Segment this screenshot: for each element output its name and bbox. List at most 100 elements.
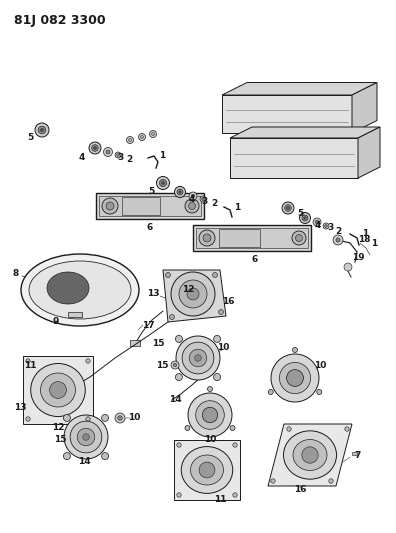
Bar [222,95,352,133]
Ellipse shape [284,431,337,479]
Circle shape [299,213,310,223]
Ellipse shape [293,440,327,471]
Circle shape [189,349,207,367]
Circle shape [302,215,308,221]
Bar [193,225,311,251]
Text: 15: 15 [156,360,168,369]
Text: 18: 18 [358,236,370,245]
Circle shape [213,272,217,278]
Circle shape [171,272,215,316]
Circle shape [175,335,183,342]
Text: 9: 9 [53,318,59,327]
Circle shape [150,131,156,138]
Circle shape [77,428,95,446]
Circle shape [315,220,319,224]
Circle shape [200,196,206,202]
Text: 1: 1 [362,230,368,238]
Bar [130,340,140,346]
Text: 3: 3 [327,223,333,232]
Ellipse shape [40,373,76,407]
Circle shape [166,272,171,278]
Text: 13: 13 [14,402,26,411]
Circle shape [169,314,175,319]
Circle shape [323,223,329,229]
Circle shape [106,202,114,210]
Text: 12: 12 [182,285,194,294]
Circle shape [344,263,352,271]
Text: 10: 10 [217,343,229,352]
Circle shape [128,139,131,141]
Ellipse shape [181,447,233,494]
Circle shape [188,393,232,437]
Text: 1: 1 [159,151,165,160]
Text: 14: 14 [169,395,181,405]
Circle shape [102,415,109,422]
Circle shape [173,363,177,367]
Text: 13: 13 [147,288,159,297]
Polygon shape [23,356,93,424]
Circle shape [103,148,112,157]
Circle shape [202,407,218,423]
Circle shape [117,154,119,156]
Circle shape [126,136,133,143]
Circle shape [102,198,118,214]
Circle shape [202,198,204,200]
Ellipse shape [47,272,89,304]
Circle shape [333,235,343,245]
Circle shape [86,417,90,421]
Circle shape [208,386,213,392]
Bar [196,228,308,248]
Text: 16: 16 [294,486,306,495]
Circle shape [64,415,108,459]
Text: 19: 19 [352,254,364,262]
Circle shape [213,374,221,381]
Text: 5: 5 [27,133,33,142]
Bar [99,196,201,216]
Bar [352,452,357,455]
Text: 81J 082 3300: 81J 082 3300 [14,14,106,27]
Circle shape [271,479,275,483]
Circle shape [185,199,199,213]
Circle shape [177,443,181,447]
Bar [122,197,160,215]
Circle shape [63,453,70,459]
Circle shape [285,205,291,211]
Text: 7: 7 [355,450,361,459]
Circle shape [280,362,310,393]
Circle shape [196,401,224,429]
Polygon shape [352,83,377,133]
Text: 2: 2 [335,228,341,237]
Text: 15: 15 [152,338,164,348]
Bar [219,229,260,247]
Circle shape [287,207,289,209]
Text: 5: 5 [297,208,303,217]
Circle shape [106,150,110,154]
Circle shape [118,416,122,420]
Text: 10: 10 [128,414,140,423]
Circle shape [345,427,349,431]
Circle shape [336,238,340,242]
Ellipse shape [29,261,131,319]
Circle shape [94,147,96,149]
Text: 4: 4 [79,152,85,161]
Text: 15: 15 [54,435,66,445]
Circle shape [92,144,98,151]
Polygon shape [174,440,240,500]
Circle shape [152,133,154,135]
Circle shape [179,191,181,193]
Circle shape [191,194,195,198]
Text: 1: 1 [234,203,240,212]
Bar [68,312,82,317]
Text: 10: 10 [314,360,326,369]
Ellipse shape [190,455,223,485]
Polygon shape [222,83,377,95]
Text: 3: 3 [117,152,123,161]
Text: 4: 4 [315,221,321,230]
Circle shape [230,425,235,431]
Circle shape [160,180,167,187]
Circle shape [313,218,321,226]
Text: 1: 1 [371,239,377,248]
Text: 12: 12 [52,424,64,432]
Circle shape [115,152,121,158]
Circle shape [162,182,164,184]
